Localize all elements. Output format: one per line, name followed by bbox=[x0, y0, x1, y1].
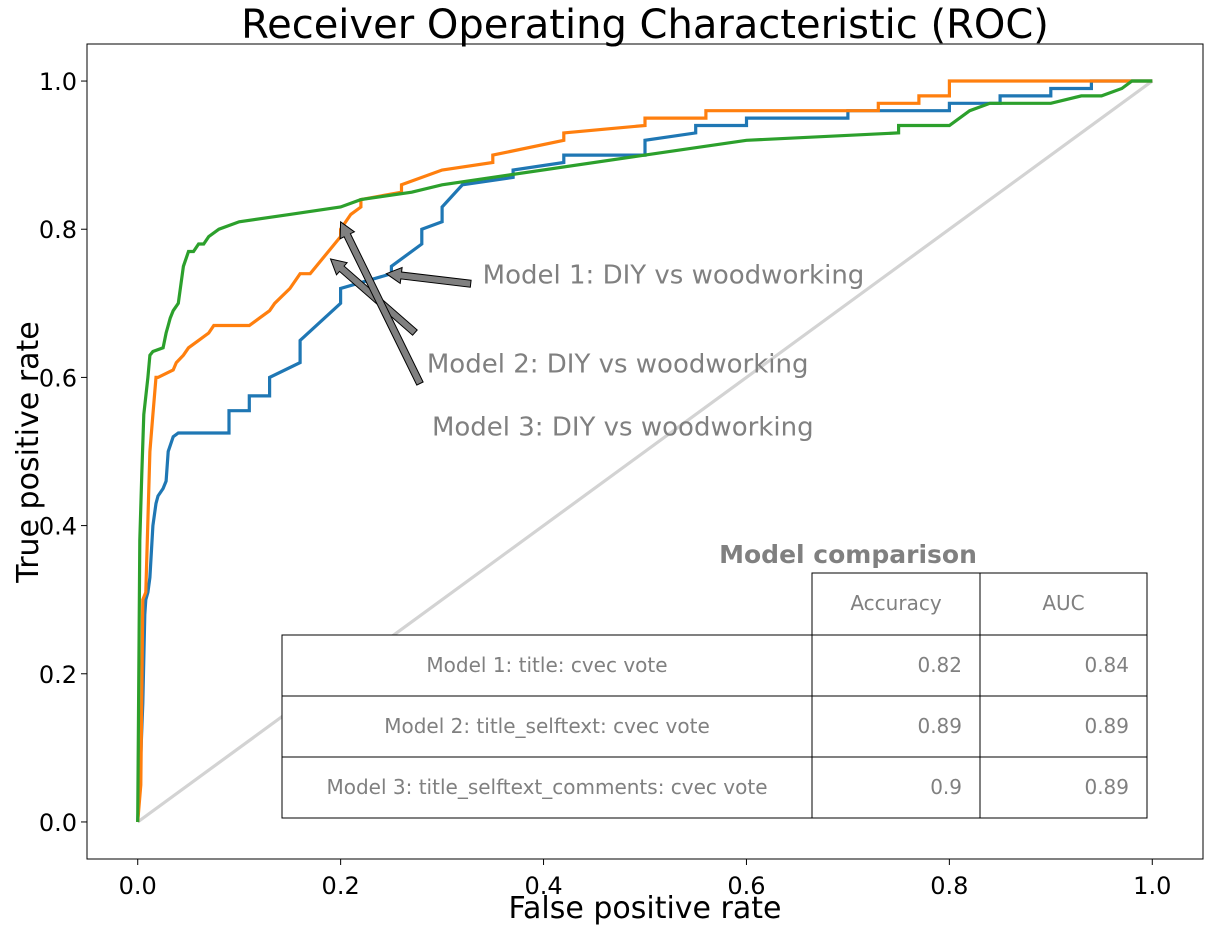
table-value-cell bbox=[979, 634, 1148, 697]
table-row-label-cell bbox=[281, 695, 813, 758]
x-tick-label: 0.6 bbox=[727, 872, 765, 900]
table-row-label: Model 2: title_selftext: cvec vote bbox=[384, 714, 710, 738]
y-tick-label: 0.6 bbox=[39, 364, 77, 392]
x-tick-label: 0.2 bbox=[322, 872, 360, 900]
annotation-label-1: Model 1: DIY vs woodworking bbox=[483, 261, 865, 291]
x-tick-label: 0.4 bbox=[524, 872, 562, 900]
roc-series-line-3 bbox=[136, 79, 1153, 823]
model-comparison-table: Model comparison Accuracy AUC Model 1: titl… bbox=[281, 540, 1148, 819]
y-tick-label: 1.0 bbox=[39, 68, 77, 96]
table-value: 0.89 bbox=[917, 714, 962, 738]
table-header-cell bbox=[979, 572, 1148, 636]
table-value-cell bbox=[979, 695, 1148, 758]
table-value-cell bbox=[811, 756, 981, 819]
chart-title: Receiver Operating Characteristic (ROC) bbox=[241, 2, 1049, 48]
table-value: 0.82 bbox=[917, 653, 962, 677]
x-tick-label: 0.0 bbox=[119, 872, 157, 900]
plot-area: 0.0 0.2 0.4 0.6 0.8 1.0 0.0 0.2 0.4 0.6 0.8 1.0 Mode… bbox=[39, 43, 1204, 900]
axes-frame bbox=[86, 43, 1204, 860]
table-row-label-cell bbox=[281, 756, 813, 819]
y-axis-label: True positive rate bbox=[11, 321, 46, 583]
y-tick-label: 0.8 bbox=[39, 216, 77, 244]
y-tick-label: 0.0 bbox=[39, 809, 77, 837]
y-tick-label: 0.2 bbox=[39, 661, 77, 689]
roc-series-line-1 bbox=[136, 79, 1153, 823]
table-value: 0.89 bbox=[1084, 775, 1129, 799]
table-row-label: Model 3: title_selftext_comments: cvec v… bbox=[326, 775, 767, 799]
x-axis-label: False positive rate bbox=[509, 891, 782, 926]
table-value: 0.84 bbox=[1084, 653, 1129, 677]
x-tick-label: 0.8 bbox=[930, 872, 968, 900]
table-value: 0.9 bbox=[930, 775, 962, 799]
table-row-label-cell bbox=[281, 634, 813, 697]
table-value-cell bbox=[979, 756, 1148, 819]
table-value: 0.89 bbox=[1084, 714, 1129, 738]
table-title: Model comparison bbox=[719, 540, 977, 569]
table-row-label: Model 1: title: cvec vote bbox=[426, 653, 667, 677]
annotation-label-3: Model 3: DIY vs woodworking bbox=[432, 413, 814, 443]
annotation-arrow-1 bbox=[385, 266, 472, 288]
x-tick-label: 1.0 bbox=[1133, 872, 1171, 900]
y-tick-label: 0.4 bbox=[39, 513, 77, 541]
table-column-header: Accuracy bbox=[850, 591, 941, 615]
annotation-arrow-3 bbox=[339, 220, 424, 386]
table-column-header: AUC bbox=[1042, 591, 1084, 615]
annotation-label-2: Model 2: DIY vs woodworking bbox=[427, 350, 809, 380]
